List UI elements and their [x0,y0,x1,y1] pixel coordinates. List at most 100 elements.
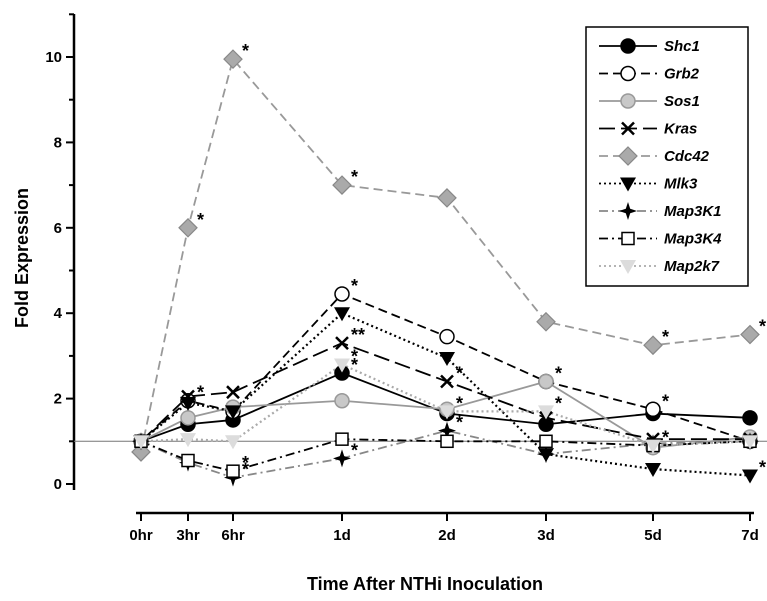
x-tick-label: 3d [537,527,555,544]
marker-square-open [226,464,240,478]
marker-triangle-down [645,463,661,478]
significance-star: * [242,460,249,480]
legend-label: Cdc42 [664,148,710,165]
legend-item-grb2: Grb2 [599,66,700,83]
axes: 0 2 4 6 8 10 0hr 3hr 6hr 1d 2d 3d 5d 7d [45,13,759,544]
marker-circle-open [620,65,636,82]
x-tick-label: 0hr [129,527,153,544]
significance-star: * [197,383,204,403]
marker-diamond [536,311,556,332]
marker-triangle-down-light [742,435,758,450]
marker-triangle-down [439,352,455,367]
marker-star4 [333,449,351,468]
marker-circle-gray [620,93,636,109]
y-tick-label: 2 [54,391,62,408]
series-layer: ********************* * [131,41,766,487]
marker-diamond [223,49,243,69]
marker-diamond [618,146,638,166]
series-map2k7-points: ** * [133,346,758,454]
x-tick-label: 5d [644,527,662,544]
marker-triangle-down [180,396,196,411]
marker-triangle-down-light [645,439,661,454]
series-map3k1-points: *** [132,413,759,487]
legend-item-shc1: Shc1 [599,38,700,55]
significance-star: * [662,391,669,411]
series-map3k4-points: ** [134,428,757,478]
legend-item-mlk3: Mlk3 [599,176,698,193]
legend-label: Mlk3 [664,176,698,193]
series-line [140,342,750,442]
marker-triangle-down-light [538,405,554,420]
y-tick-label: 8 [54,134,62,151]
legend-item-kras: Kras [599,121,697,138]
marker-diamond [643,335,663,356]
series-grb2-line [140,292,751,443]
series-mlk3-line [140,311,751,477]
legend-item-map2k7: Map2k7 [599,258,720,275]
x-axis-title: Time After NTHi Inoculation [307,574,543,594]
y-tick-label: 6 [54,220,62,237]
marker-square-open [539,434,553,449]
significance-star: * [456,413,463,433]
marker-triangle-down-light [225,435,241,450]
marker-circle-filled [742,410,758,426]
marker-square-open [181,453,195,468]
marker-square-open [335,432,349,446]
significance-star: ** [351,325,365,345]
y-axis-title: Fold Expression [12,188,32,328]
legend-label: Shc1 [664,38,700,55]
legend-label: Sos1 [664,93,700,110]
marker-triangle-down [620,177,636,192]
marker-triangle-down-light [439,405,455,420]
marker-triangle-down-light [180,433,196,448]
significance-star: * [351,346,358,366]
legend-label: Kras [664,121,697,138]
legend: Shc1 Grb2 Sos1 Kras Cdc42 Mlk3 Map3K1 Map3K4 Map… [585,26,749,287]
significance-star: * [759,317,766,337]
x-tick-label: 2d [438,527,456,544]
significance-star: * [662,327,669,347]
marker-diamond [178,217,198,238]
legend-item-cdc42: Cdc42 [599,146,710,166]
series-map3k1-line [140,429,751,479]
significance-star: * [242,453,249,473]
marker-x [440,374,454,389]
marker-x [335,336,349,350]
marker-diamond [740,324,760,345]
legend-label: Map3K1 [664,203,722,220]
y-tick-label: 4 [54,305,63,322]
marker-circle-open [334,286,350,302]
x-tick-label: 3hr [176,527,200,544]
legend-label: Map3K4 [664,231,722,248]
marker-circle-gray [538,373,554,390]
legend-label: Grb2 [664,66,700,83]
marker-star4 [537,445,555,464]
marker-square-open [621,231,635,246]
marker-x [226,385,240,400]
significance-star: * [759,457,766,477]
marker-circle-gray [334,392,350,409]
significance-star: * [351,167,358,187]
marker-triangle-down-light [133,435,149,450]
significance-star: * [351,440,358,460]
marker-square-open [440,434,454,449]
marker-star4 [438,421,456,440]
marker-x [621,121,635,136]
significance-star: * [351,355,358,375]
significance-star: * [662,428,669,448]
marker-circle-gray [180,410,196,426]
marker-triangle-down-light [620,260,636,274]
x-tick-label: 6hr [221,527,245,544]
series-line [140,292,751,443]
marker-diamond [332,175,352,195]
legend-item-map3k1: Map3K1 [599,202,722,220]
marker-triangle-down [225,405,241,420]
series-kras-line [140,342,750,442]
marker-circle-open [439,328,455,345]
marker-triangle-down-light [334,358,350,373]
marker-circle-open [645,401,661,418]
series-line [140,429,751,479]
significance-star: * [242,41,249,61]
legend-item-map3k4: Map3K4 [599,231,722,248]
